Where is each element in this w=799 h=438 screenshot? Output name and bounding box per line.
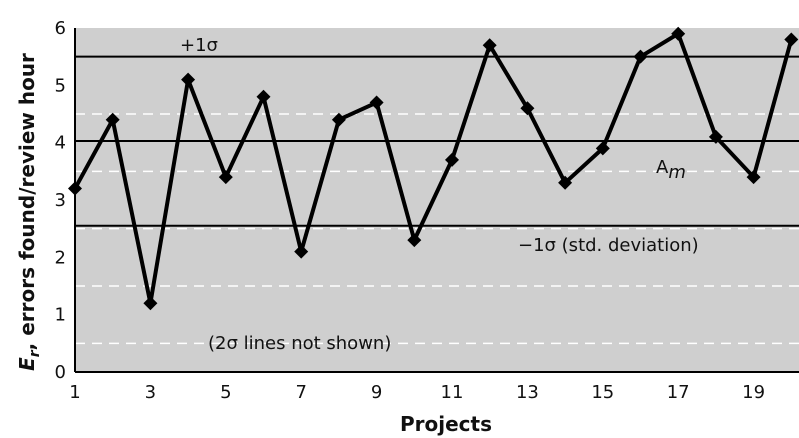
reference-lines bbox=[75, 55, 799, 227]
annotation-note: (2σ lines not shown) bbox=[208, 333, 391, 354]
data-point bbox=[294, 244, 309, 259]
data-series bbox=[68, 26, 799, 311]
x-tick-label: 3 bbox=[145, 382, 156, 403]
plot-background bbox=[75, 28, 799, 372]
data-point bbox=[256, 89, 271, 104]
data-point bbox=[671, 26, 686, 41]
x-tick-label: 7 bbox=[295, 382, 306, 403]
y-tick-label: 1 bbox=[55, 305, 66, 326]
data-point bbox=[558, 175, 573, 190]
x-tick-label: 9 bbox=[371, 382, 382, 403]
data-point bbox=[105, 112, 120, 127]
x-axis-label: Projects bbox=[400, 412, 492, 436]
data-point bbox=[369, 95, 384, 110]
y-tick-labels: 0 1 2 3 4 5 6 bbox=[55, 18, 66, 383]
x-tick-label: 5 bbox=[220, 382, 231, 403]
data-point bbox=[520, 101, 535, 116]
y-tick-label: 3 bbox=[55, 190, 66, 211]
data-point bbox=[746, 170, 761, 185]
x-tick-label: 17 bbox=[667, 382, 690, 403]
mean-label: Am bbox=[656, 157, 686, 183]
data-point bbox=[445, 152, 459, 167]
sigma-minus-label: −1σ (std. deviation) bbox=[518, 235, 699, 256]
y-tick-label: 0 bbox=[55, 362, 66, 383]
x-tick-label: 13 bbox=[516, 382, 539, 403]
data-point bbox=[708, 129, 723, 144]
y-tick-label: 5 bbox=[55, 75, 66, 96]
axes bbox=[74, 28, 799, 373]
data-point bbox=[331, 112, 346, 127]
data-point bbox=[218, 170, 233, 185]
data-point bbox=[143, 296, 158, 311]
data-point bbox=[68, 181, 82, 196]
x-tick-label: 19 bbox=[742, 382, 765, 403]
data-point bbox=[482, 38, 497, 53]
data-point bbox=[784, 32, 799, 47]
data-point bbox=[181, 72, 196, 87]
data-point bbox=[407, 233, 422, 248]
x-tick-label: 1 bbox=[69, 382, 80, 403]
data-point bbox=[633, 49, 648, 64]
y-tick-label: 6 bbox=[55, 18, 66, 39]
data-point bbox=[595, 141, 610, 156]
y-tick-label: 4 bbox=[55, 133, 66, 154]
y-tick-label: 2 bbox=[55, 247, 66, 268]
x-tick-labels: 1 3 5 7 9 11 13 15 17 19 bbox=[69, 382, 765, 403]
sigma-plus-label: +1σ bbox=[180, 35, 218, 56]
x-tick-label: 15 bbox=[591, 382, 614, 403]
x-tick-label: 11 bbox=[441, 382, 464, 403]
y-axis-label: Er, errors found/review hour bbox=[15, 53, 43, 371]
series-line bbox=[73, 31, 794, 306]
